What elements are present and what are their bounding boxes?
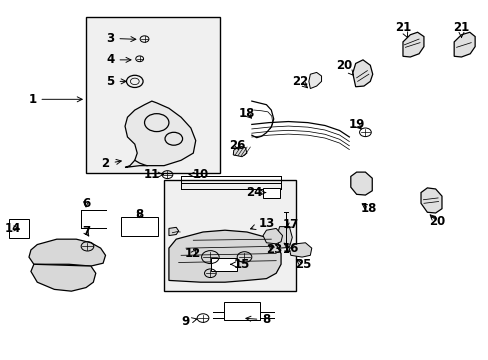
Polygon shape — [276, 226, 292, 248]
Bar — [224, 302, 260, 320]
Polygon shape — [263, 228, 282, 244]
Text: 21: 21 — [394, 21, 410, 37]
Text: 16: 16 — [282, 242, 298, 255]
Text: 1: 1 — [28, 93, 82, 106]
Text: 8: 8 — [245, 313, 270, 327]
Text: 15: 15 — [230, 258, 250, 271]
Text: 19: 19 — [348, 118, 364, 131]
Polygon shape — [125, 101, 195, 167]
Polygon shape — [402, 32, 423, 57]
Text: 7: 7 — [82, 225, 90, 238]
Text: 6: 6 — [81, 197, 90, 210]
Text: 20: 20 — [428, 215, 444, 228]
Polygon shape — [29, 239, 105, 266]
Text: 20: 20 — [336, 59, 353, 75]
Text: 5: 5 — [106, 75, 126, 88]
Polygon shape — [168, 227, 178, 235]
Bar — [210, 258, 237, 271]
Polygon shape — [168, 230, 281, 282]
Text: 9: 9 — [182, 315, 197, 328]
Text: 12: 12 — [185, 247, 201, 260]
Text: 18: 18 — [360, 202, 376, 215]
Text: 2: 2 — [102, 157, 121, 170]
Text: 24: 24 — [245, 186, 265, 199]
Polygon shape — [420, 188, 441, 213]
Text: 22: 22 — [292, 75, 308, 88]
Polygon shape — [352, 60, 372, 87]
Text: 13: 13 — [250, 216, 274, 230]
Text: 17: 17 — [282, 218, 298, 231]
Text: 14: 14 — [5, 222, 21, 235]
Bar — [121, 217, 158, 237]
Bar — [163, 180, 295, 291]
Polygon shape — [350, 172, 371, 195]
Bar — [9, 219, 29, 238]
Text: 23: 23 — [265, 243, 281, 256]
Polygon shape — [453, 32, 474, 57]
Text: 10: 10 — [189, 168, 208, 181]
Text: 3: 3 — [106, 32, 136, 45]
Polygon shape — [289, 243, 311, 257]
Polygon shape — [308, 72, 321, 89]
Text: 8: 8 — [135, 208, 143, 221]
Text: 21: 21 — [452, 21, 468, 37]
Text: 25: 25 — [294, 258, 310, 271]
Text: 11: 11 — [143, 168, 163, 181]
Polygon shape — [233, 146, 246, 157]
Text: 26: 26 — [228, 139, 245, 152]
Text: 18: 18 — [238, 107, 255, 120]
Bar — [86, 17, 220, 173]
Text: 4: 4 — [106, 53, 131, 66]
Polygon shape — [31, 264, 96, 291]
Bar — [262, 188, 279, 198]
